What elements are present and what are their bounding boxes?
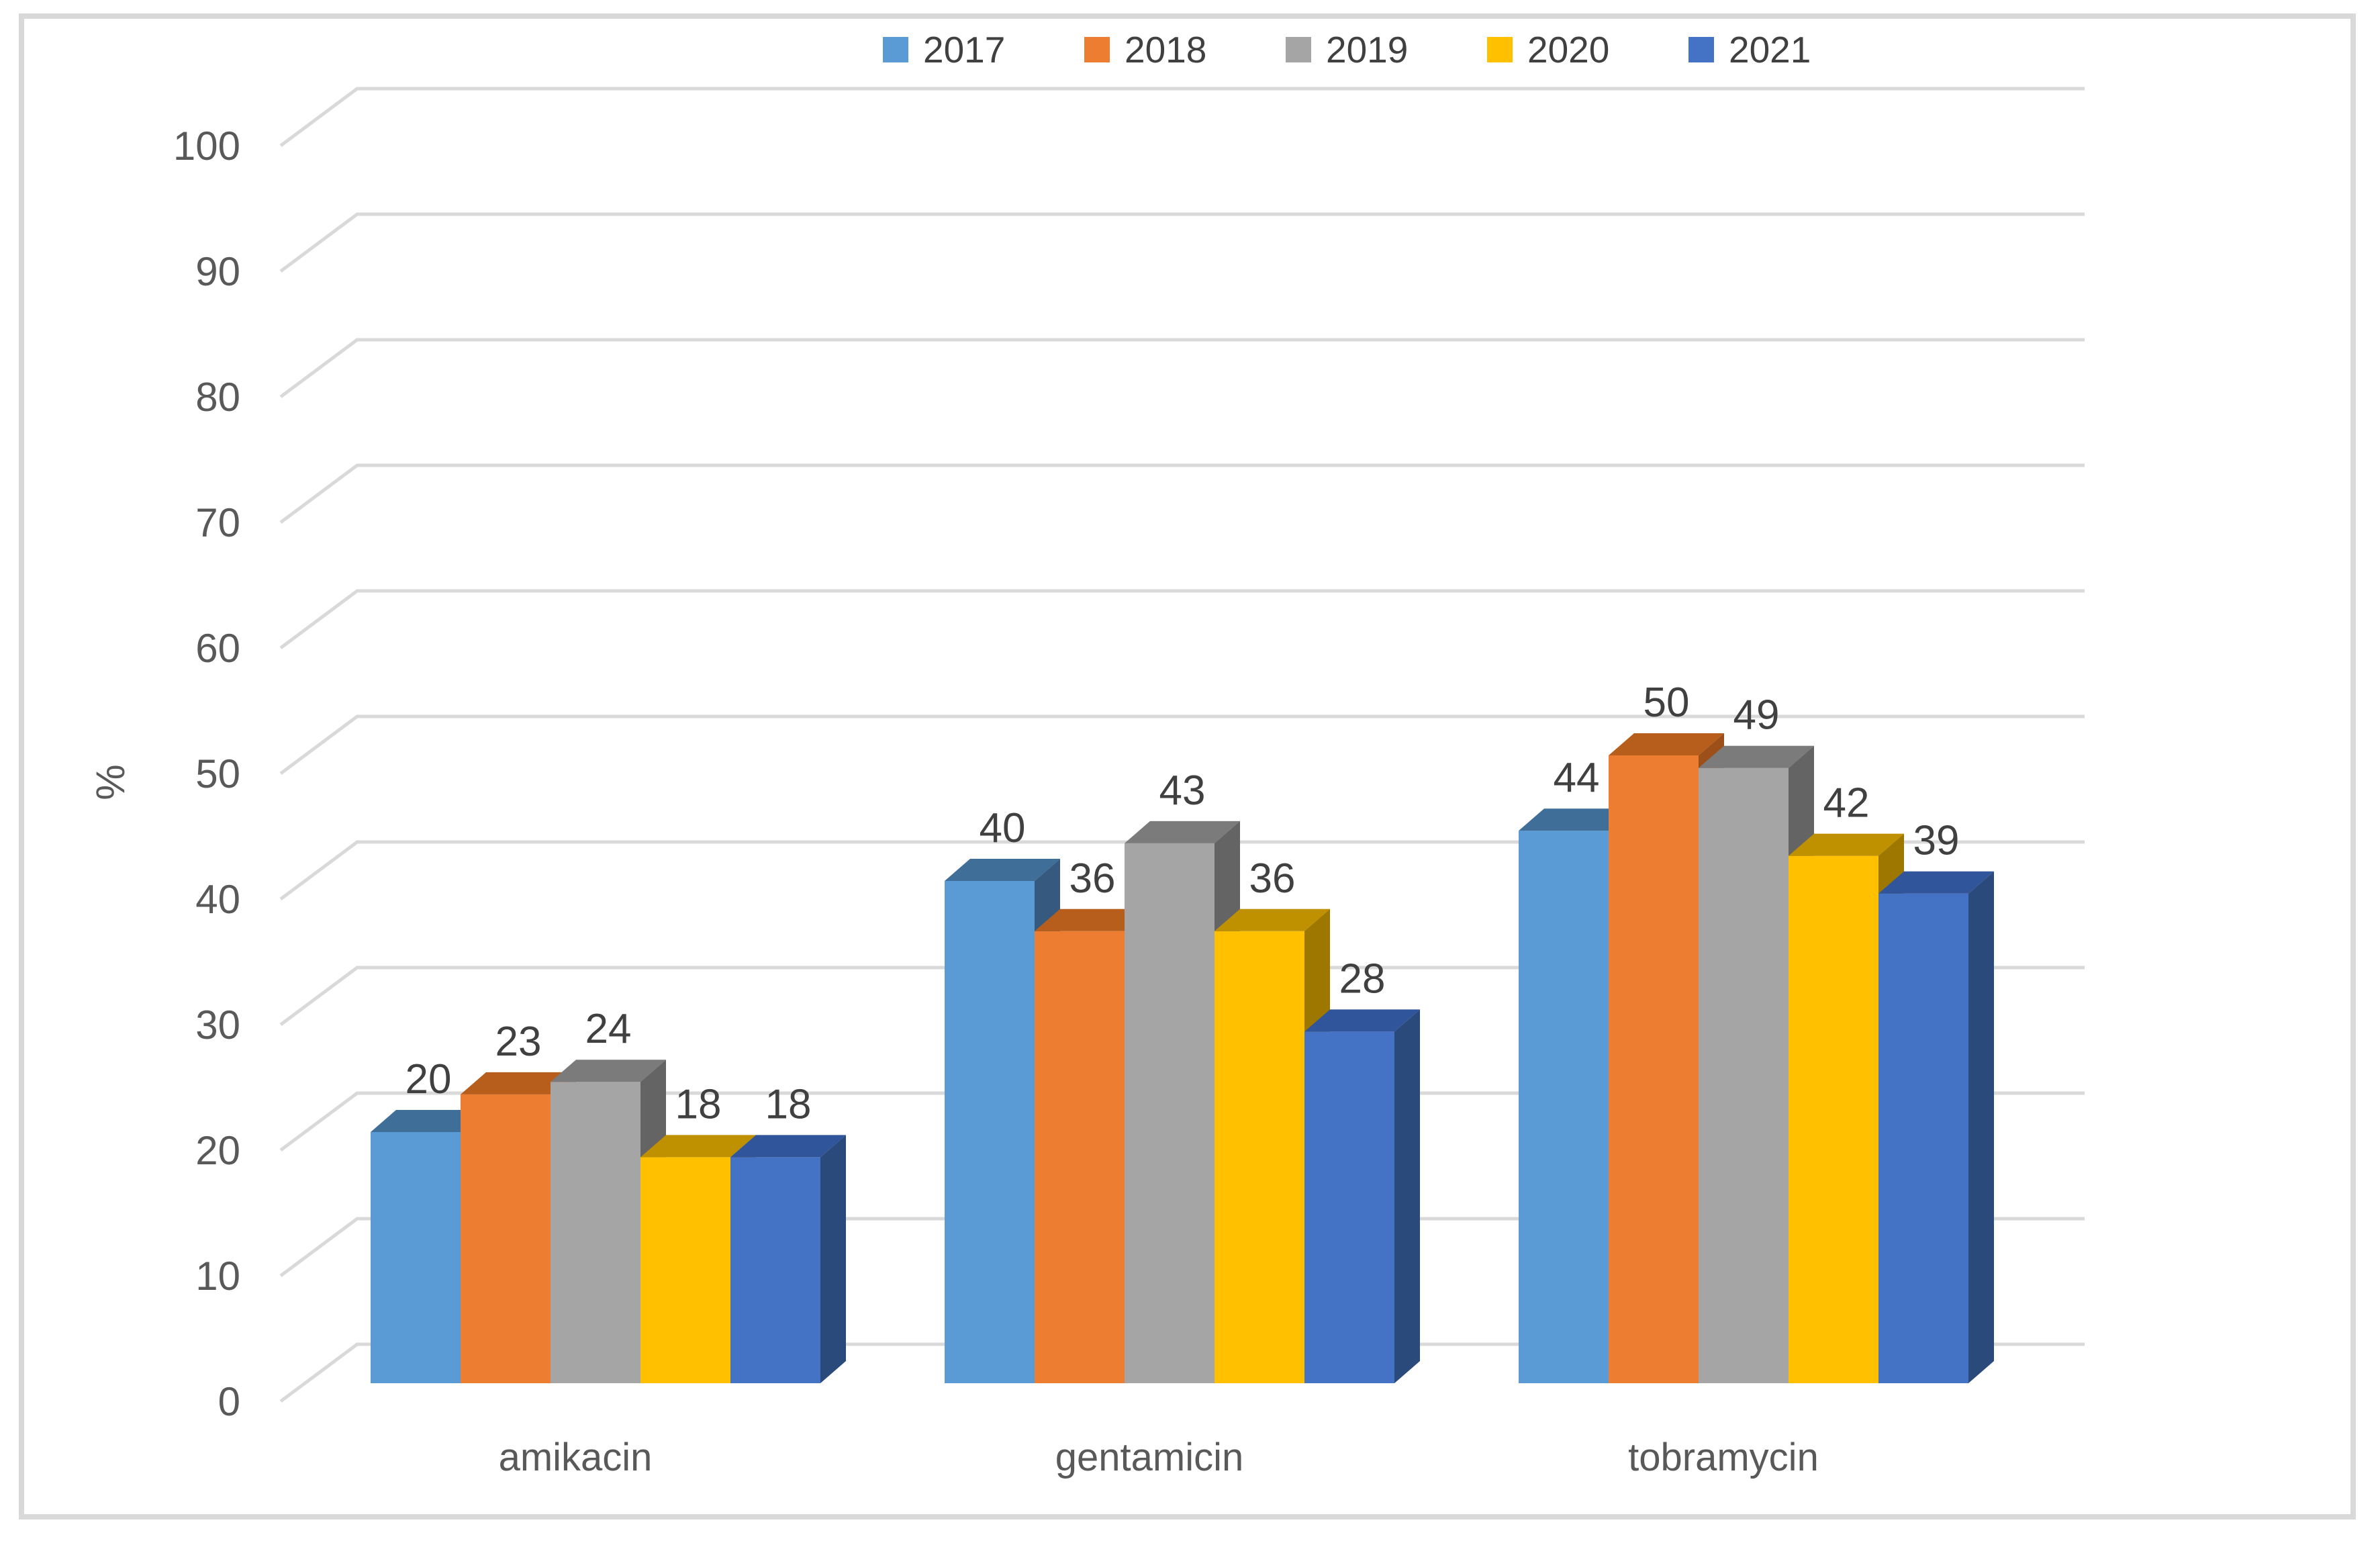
legend-label-2019: 2019 (1326, 28, 1409, 71)
gridline-80 (279, 338, 2085, 399)
bar-2021-tobramycin-top (1878, 871, 1994, 894)
data-label-2019-amikacin: 24 (585, 1006, 632, 1052)
chart-frame (19, 13, 2356, 1520)
bar-2019-gentamicin-top (1125, 821, 1240, 843)
legend-item-2017: 2017 (883, 28, 1006, 71)
legend-label-2017: 2017 (923, 28, 1006, 71)
y-tick-label-10: 10 (195, 1254, 240, 1299)
legend-swatch-2017 (883, 37, 908, 62)
gridline-50 (279, 714, 2085, 776)
data-label-2017-tobramycin: 44 (1554, 755, 1600, 801)
bar-2021-gentamicin (1304, 1031, 1394, 1383)
bar-2017-tobramycin (1519, 831, 1609, 1383)
bar-2017-amikacin-top (371, 1110, 486, 1132)
y-tick-label-80: 80 (195, 375, 240, 420)
data-label-2017-gentamicin: 40 (980, 805, 1026, 851)
y-tick-label-90: 90 (195, 249, 240, 294)
data-label-2020-amikacin: 18 (675, 1081, 722, 1127)
bar-2020-amikacin (640, 1157, 730, 1383)
y-tick-label-50: 50 (195, 751, 240, 796)
category-label-amikacin: amikacin (499, 1436, 653, 1479)
gridline-60 (279, 589, 2085, 650)
legend-label-2020: 2020 (1527, 28, 1610, 71)
data-label-2021-gentamicin: 28 (1339, 955, 1386, 1002)
legend-item-2018: 2018 (1084, 28, 1207, 71)
gridline-70 (279, 463, 2085, 524)
bar-2021-amikacin-top (730, 1135, 846, 1158)
legend-label-2021: 2021 (1729, 28, 1811, 71)
data-label-2019-tobramycin: 49 (1733, 692, 1780, 739)
bar-2018-gentamicin-top (1035, 908, 1150, 931)
category-label-gentamicin: gentamicin (1055, 1436, 1243, 1479)
y-tick-label-70: 70 (195, 500, 240, 545)
y-tick-label-100: 100 (173, 124, 240, 169)
bar-2018-amikacin (461, 1094, 551, 1383)
gridline-0 (279, 1342, 2085, 1403)
y-tick-label-60: 60 (195, 626, 240, 671)
legend-item-2021: 2021 (1688, 28, 1811, 71)
y-tick-label-30: 30 (195, 1002, 240, 1047)
bar-2020-gentamicin-top (1215, 908, 1330, 931)
legend-swatch-2021 (1688, 37, 1714, 62)
legend-item-2019: 2019 (1286, 28, 1409, 71)
bar-2021-tobramycin (1878, 893, 1968, 1383)
y-tick-label-0: 0 (218, 1379, 240, 1424)
gridline-40 (279, 840, 2085, 901)
legend-item-2020: 2020 (1487, 28, 1610, 71)
legend: 2017 2018 2019 2020 2021 (0, 0, 2380, 101)
legend-swatch-2018 (1084, 37, 1110, 62)
bar-2020-gentamicin (1215, 931, 1304, 1383)
bar-2019-amikacin-top (551, 1060, 666, 1082)
bar-2021-amikacin (730, 1157, 820, 1383)
bar-2021-tobramycin-side (1968, 871, 1994, 1383)
gridline-100 (279, 87, 2085, 148)
bar-2019-tobramycin (1699, 767, 1789, 1383)
bar-2020-tobramycin-top (1789, 833, 1904, 856)
gridline-90 (279, 212, 2085, 273)
data-label-2020-gentamicin: 36 (1249, 855, 1296, 902)
bar-2018-gentamicin (1035, 931, 1125, 1383)
bar-2020-tobramycin (1789, 855, 1878, 1383)
y-tick-label-40: 40 (195, 877, 240, 922)
legend-swatch-2019 (1286, 37, 1311, 62)
gridline-20 (279, 1091, 2085, 1152)
data-label-2017-amikacin: 20 (406, 1056, 452, 1103)
bar-2017-gentamicin-top (945, 859, 1060, 881)
data-label-2018-tobramycin: 50 (1644, 680, 1690, 726)
data-label-2019-gentamicin: 43 (1159, 767, 1206, 814)
gridline-10 (279, 1217, 2085, 1278)
y-axis-title: % (88, 764, 133, 800)
bar-2017-gentamicin (945, 881, 1035, 1383)
bar-2021-gentamicin-side (1394, 1009, 1420, 1383)
bar-2018-tobramycin-top (1609, 733, 1724, 755)
data-label-2018-gentamicin: 36 (1069, 855, 1116, 902)
gridline-30 (279, 966, 2085, 1027)
bar-2018-tobramycin (1609, 755, 1699, 1383)
bar-2019-amikacin (551, 1082, 640, 1383)
legend-swatch-2020 (1487, 37, 1513, 62)
bar-2019-gentamicin (1125, 843, 1215, 1383)
data-label-2020-tobramycin: 42 (1823, 780, 1870, 827)
bar-2021-amikacin-side (820, 1135, 846, 1383)
category-label-tobramycin: tobramycin (1628, 1436, 1819, 1479)
bar-2017-amikacin (371, 1132, 461, 1383)
bar-2018-amikacin-top (461, 1072, 576, 1094)
data-label-2018-amikacin: 23 (495, 1019, 542, 1065)
data-label-2021-tobramycin: 39 (1913, 818, 1960, 864)
bar-2021-gentamicin-top (1304, 1009, 1420, 1032)
bar-2017-tobramycin-top (1519, 808, 1634, 831)
bar-2019-tobramycin-top (1699, 745, 1814, 768)
data-label-2021-amikacin: 18 (765, 1081, 812, 1127)
y-tick-label-20: 20 (195, 1128, 240, 1173)
bar-2020-amikacin-top (640, 1135, 756, 1158)
legend-label-2018: 2018 (1125, 28, 1207, 71)
